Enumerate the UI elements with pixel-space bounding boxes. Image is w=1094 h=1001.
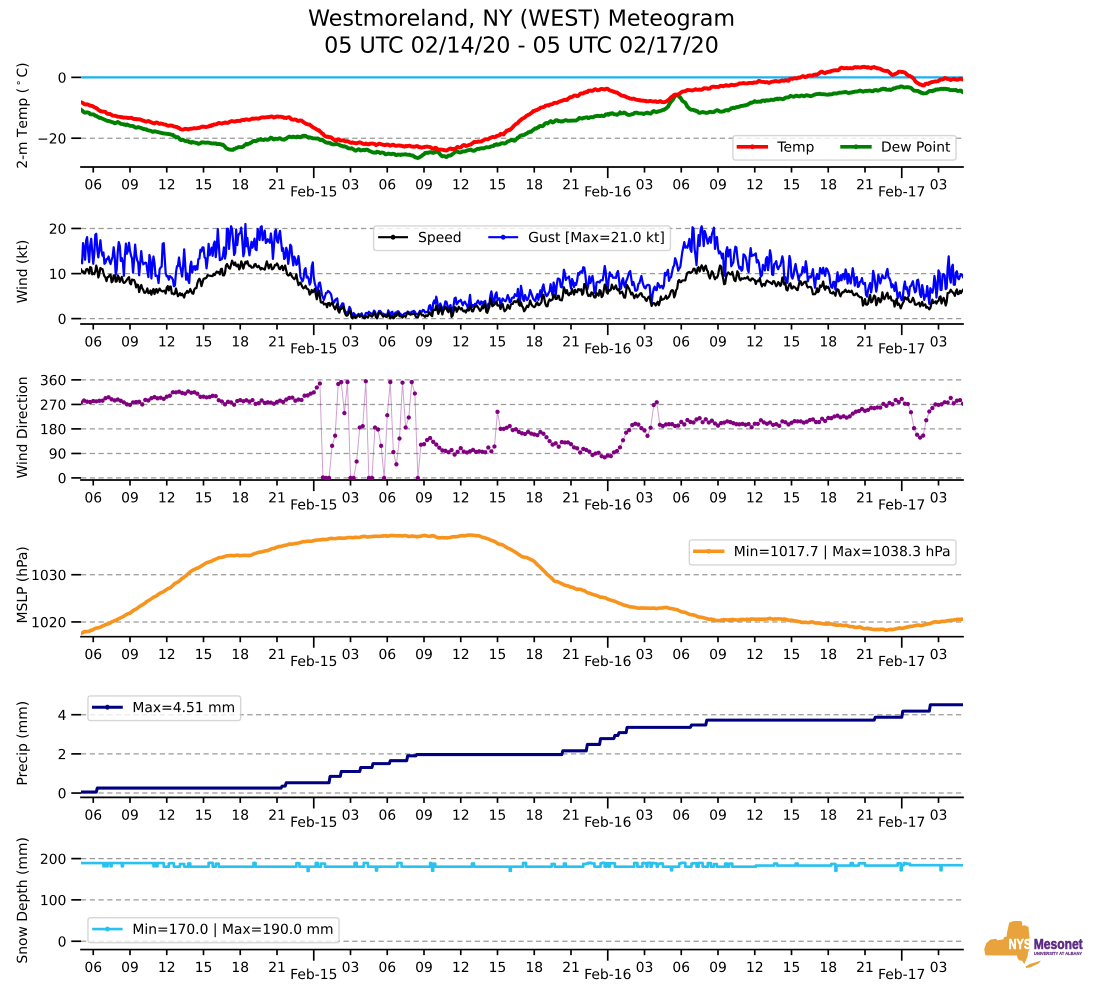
svg-text:Mesonet: Mesonet xyxy=(1034,936,1083,953)
svg-text:NYS: NYS xyxy=(1009,937,1032,953)
svg-text:UNIVERSITY AT ALBANY: UNIVERSITY AT ALBANY xyxy=(1034,951,1082,956)
